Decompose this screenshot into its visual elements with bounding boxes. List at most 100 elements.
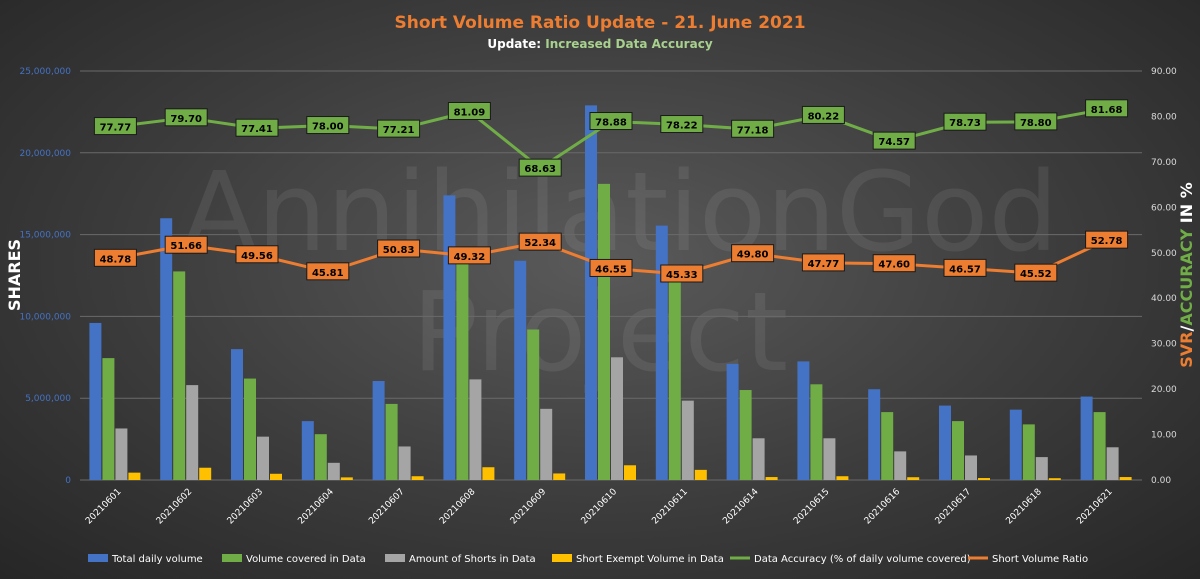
data-label: 78.88 bbox=[595, 118, 627, 129]
data-label: 49.32 bbox=[454, 252, 486, 263]
bar bbox=[681, 400, 694, 480]
legend-label: Volume covered in Data bbox=[246, 554, 366, 565]
data-label-box bbox=[235, 118, 279, 137]
subtitle-highlight: Increased Data Accuracy bbox=[545, 37, 713, 51]
data-label-box bbox=[660, 264, 704, 283]
legend-swatch bbox=[385, 554, 405, 562]
bar bbox=[624, 465, 636, 480]
bar bbox=[881, 412, 894, 480]
bar bbox=[1106, 447, 1119, 480]
bar bbox=[456, 249, 469, 480]
bar bbox=[270, 473, 282, 480]
legend-swatch bbox=[552, 554, 572, 562]
chart-subtitle: Update: Increased Data Accuracy bbox=[487, 37, 712, 51]
data-label: 81.68 bbox=[1091, 105, 1123, 116]
legend-label: Amount of Shorts in Data bbox=[409, 554, 536, 565]
data-label: 46.57 bbox=[949, 264, 981, 275]
y-axis-left-title: SHARES bbox=[5, 239, 24, 311]
y-right-tick-label: 70.00 bbox=[1151, 158, 1177, 168]
right-title-svr: SVR bbox=[1177, 332, 1196, 368]
y-right-tick-label: 30.00 bbox=[1151, 340, 1177, 350]
data-label: 47.60 bbox=[878, 260, 910, 271]
data-label: 78.22 bbox=[666, 121, 698, 132]
bar bbox=[1119, 477, 1132, 480]
x-tick-label: 20210611 bbox=[650, 487, 689, 526]
legend-label: Data Accuracy (% of daily volume covered… bbox=[754, 554, 971, 565]
data-label: 78.80 bbox=[1020, 118, 1052, 129]
y-right-tick-label: 50.00 bbox=[1151, 249, 1177, 259]
bar bbox=[1080, 396, 1093, 480]
data-label-box bbox=[235, 245, 279, 264]
data-label: 78.73 bbox=[949, 118, 981, 129]
x-tick-label: 20210608 bbox=[438, 487, 478, 527]
x-tick-label: 20210615 bbox=[792, 487, 831, 526]
bar bbox=[186, 385, 199, 480]
data-label-box bbox=[589, 112, 633, 131]
bar bbox=[372, 381, 385, 480]
data-label: 80.22 bbox=[808, 111, 840, 122]
bar bbox=[1093, 412, 1106, 480]
subtitle-prefix: Update: bbox=[487, 37, 545, 51]
y-right-tick-label: 60.00 bbox=[1151, 203, 1177, 213]
data-label-box bbox=[377, 119, 421, 138]
data-label: 81.09 bbox=[454, 107, 486, 118]
bar bbox=[527, 329, 540, 480]
bar bbox=[1035, 457, 1048, 480]
data-label-box bbox=[447, 246, 491, 265]
data-label-box bbox=[872, 254, 916, 273]
bar-series-3 bbox=[115, 357, 1119, 480]
bar bbox=[553, 473, 566, 480]
bar bbox=[102, 358, 115, 480]
bar bbox=[540, 408, 553, 480]
bar bbox=[668, 280, 681, 480]
data-label-box bbox=[731, 244, 775, 263]
data-label: 49.56 bbox=[241, 251, 273, 262]
data-label-box bbox=[589, 258, 633, 277]
right-title-unit: IN % bbox=[1177, 182, 1196, 229]
y-right-tick-label: 40.00 bbox=[1151, 294, 1177, 304]
bar bbox=[385, 403, 398, 480]
bar bbox=[598, 183, 610, 480]
data-label-box bbox=[93, 248, 137, 267]
data-label: 77.21 bbox=[383, 125, 415, 136]
legend-swatch bbox=[88, 554, 108, 562]
y-left-tick-label: 0 bbox=[65, 476, 71, 486]
data-label-box bbox=[731, 119, 775, 138]
x-tick-label: 20210609 bbox=[509, 487, 549, 527]
chart-title: Short Volume Ratio Update - 21. June 202… bbox=[394, 13, 805, 33]
bar bbox=[907, 477, 920, 480]
data-label: 68.63 bbox=[524, 164, 556, 175]
bar bbox=[327, 462, 340, 480]
legend-label: Short Volume Ratio bbox=[992, 554, 1088, 565]
x-tick-label: 20210603 bbox=[226, 487, 265, 526]
y-axis-right-title: SVR/ACCURACY IN % bbox=[1177, 182, 1196, 367]
bar bbox=[726, 363, 739, 480]
data-label-box bbox=[164, 235, 208, 254]
bar bbox=[810, 384, 823, 480]
data-label: 51.66 bbox=[170, 241, 202, 252]
bar bbox=[199, 467, 212, 480]
bar bbox=[244, 378, 256, 480]
x-tick-label: 20210614 bbox=[721, 487, 761, 527]
data-label: 45.52 bbox=[1020, 269, 1052, 280]
y-right-tick-label: 80.00 bbox=[1151, 112, 1177, 122]
data-label: 74.57 bbox=[878, 137, 910, 148]
y-axis-right-ticks: 0.00 10.00 20.00 30.00 40.00 50.00 60.00 70.00 8… bbox=[1151, 67, 1177, 486]
bar bbox=[115, 428, 128, 480]
data-label-box bbox=[943, 258, 987, 277]
bar bbox=[739, 390, 752, 480]
bar bbox=[823, 438, 836, 480]
x-tick-label: 20210616 bbox=[863, 487, 903, 527]
bar bbox=[314, 434, 327, 480]
legend-label: Total daily volume bbox=[111, 554, 203, 565]
x-tick-label: 20210602 bbox=[155, 487, 194, 526]
bar bbox=[765, 477, 778, 480]
watermark-line-1: AnnihilationGod bbox=[182, 148, 1059, 276]
legend: Total daily volume Volume covered in Data… bbox=[88, 554, 1088, 565]
bar-series bbox=[89, 105, 1132, 481]
bar bbox=[128, 472, 141, 480]
data-label-box bbox=[518, 158, 562, 177]
bar bbox=[836, 476, 849, 480]
right-title-accuracy: ACCURACY bbox=[1177, 228, 1196, 325]
data-label-box bbox=[1014, 112, 1058, 131]
